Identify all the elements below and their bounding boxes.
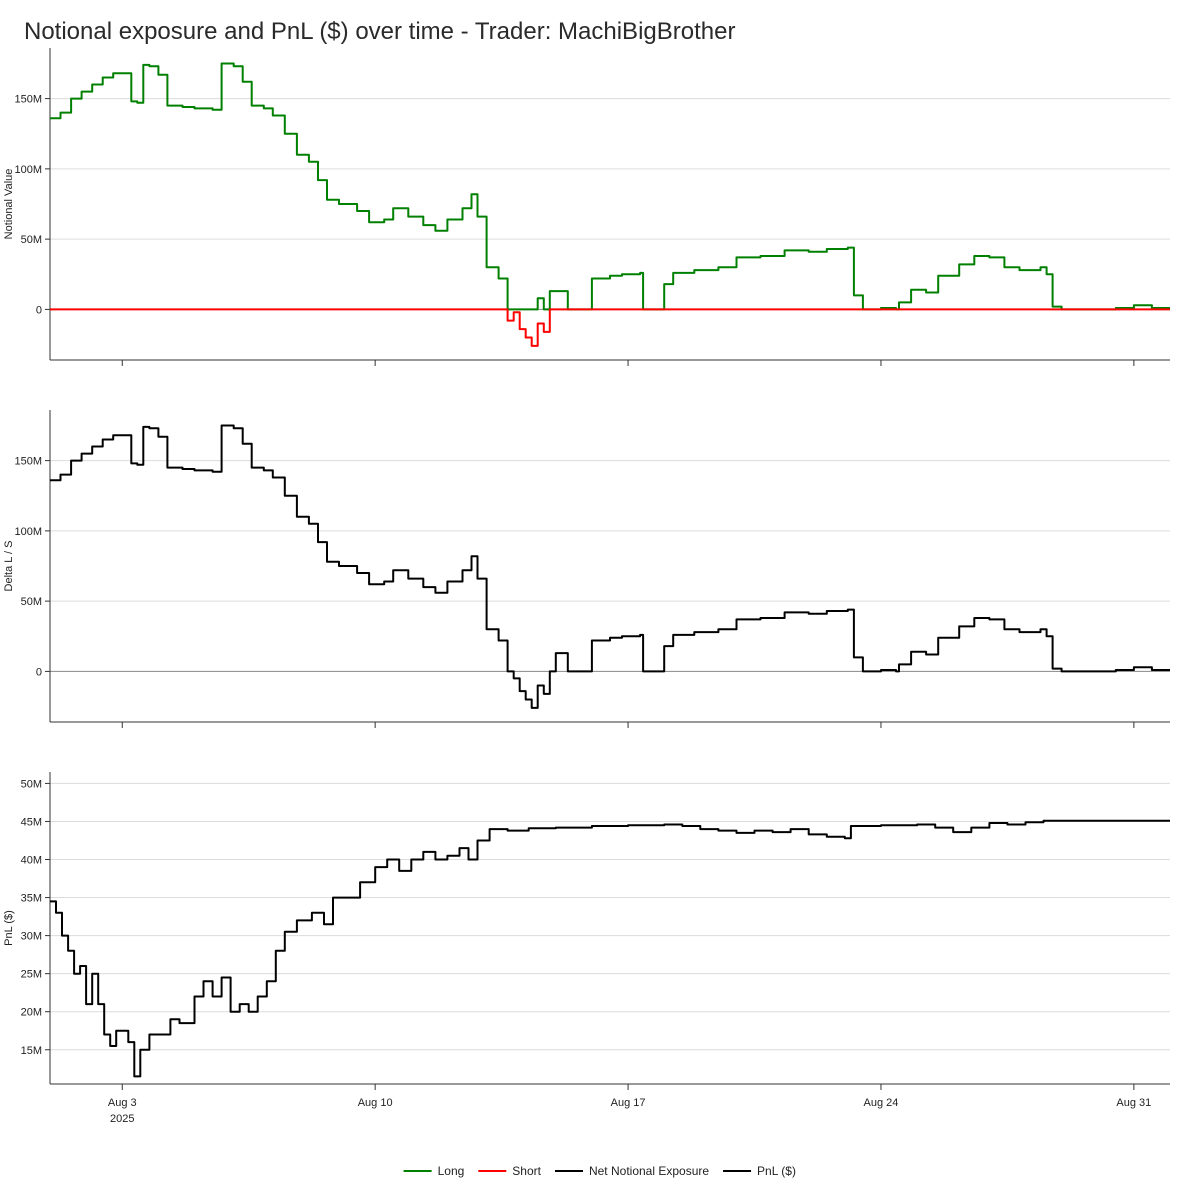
y-tick-label: 50M: [21, 778, 42, 790]
panel-notional: 0 50M 100M 150M Notional Value: [3, 48, 1170, 366]
y-tick-label: 25M: [21, 969, 42, 981]
y-axis-title: Delta L / S: [3, 541, 15, 592]
legend-label: Long: [438, 1164, 465, 1178]
y-tick-label: 150M: [14, 94, 42, 106]
legend-item: Net Notional Exposure: [554, 1164, 709, 1178]
x-tick-sublabel: 2025: [110, 1113, 134, 1125]
legend-item: PnL ($): [723, 1164, 796, 1178]
legend-label: Net Notional Exposure: [589, 1164, 709, 1178]
legend: Long Short Net Notional Exposure PnL ($): [403, 1164, 796, 1178]
x-tick-label: Aug 3: [108, 1097, 137, 1109]
y-tick-label: 0: [36, 666, 42, 678]
x-tick-label: Aug 31: [1116, 1097, 1151, 1109]
legend-item: Short: [478, 1164, 542, 1178]
x-tick-label: Aug 17: [611, 1097, 646, 1109]
y-tick-label: 150M: [14, 456, 42, 468]
y-tick-label: 100M: [14, 164, 42, 176]
y-tick-label: 30M: [21, 931, 42, 943]
y-tick-label: 20M: [21, 1007, 42, 1019]
y-axis-title: Notional Value: [3, 169, 15, 240]
y-tick-label: 50M: [21, 234, 42, 246]
series-line-short: [50, 308, 1170, 347]
y-axis-title: PnL ($): [3, 910, 15, 946]
y-tick-label: 15M: [21, 1045, 42, 1057]
x-tick-label: Aug 10: [358, 1097, 393, 1109]
legend-label: Short: [512, 1164, 541, 1178]
series-line-net-notional-exposure: [50, 424, 1170, 709]
panel-pnl: 15M 20M 25M 30M 35M 40M 45M 50M PnL ($) Aug 3 2025…: [3, 772, 1170, 1125]
panel-delta: 0 50M 100M 150M Delta L / S: [3, 410, 1170, 728]
chart-title: Notional exposure and PnL ($) over time …: [24, 18, 736, 45]
y-tick-label: 40M: [21, 855, 42, 867]
y-tick-label: 0: [36, 304, 42, 316]
y-tick-label: 35M: [21, 893, 42, 905]
y-tick-label: 100M: [14, 526, 42, 538]
x-tick-label: Aug 24: [864, 1097, 899, 1109]
series-line-long: [50, 62, 1170, 311]
series-line-pnl: [50, 819, 1170, 1078]
legend-label: PnL ($): [757, 1164, 796, 1178]
y-tick-label: 45M: [21, 816, 42, 828]
legend-item: Long: [403, 1164, 465, 1178]
y-tick-label: 50M: [21, 596, 42, 608]
